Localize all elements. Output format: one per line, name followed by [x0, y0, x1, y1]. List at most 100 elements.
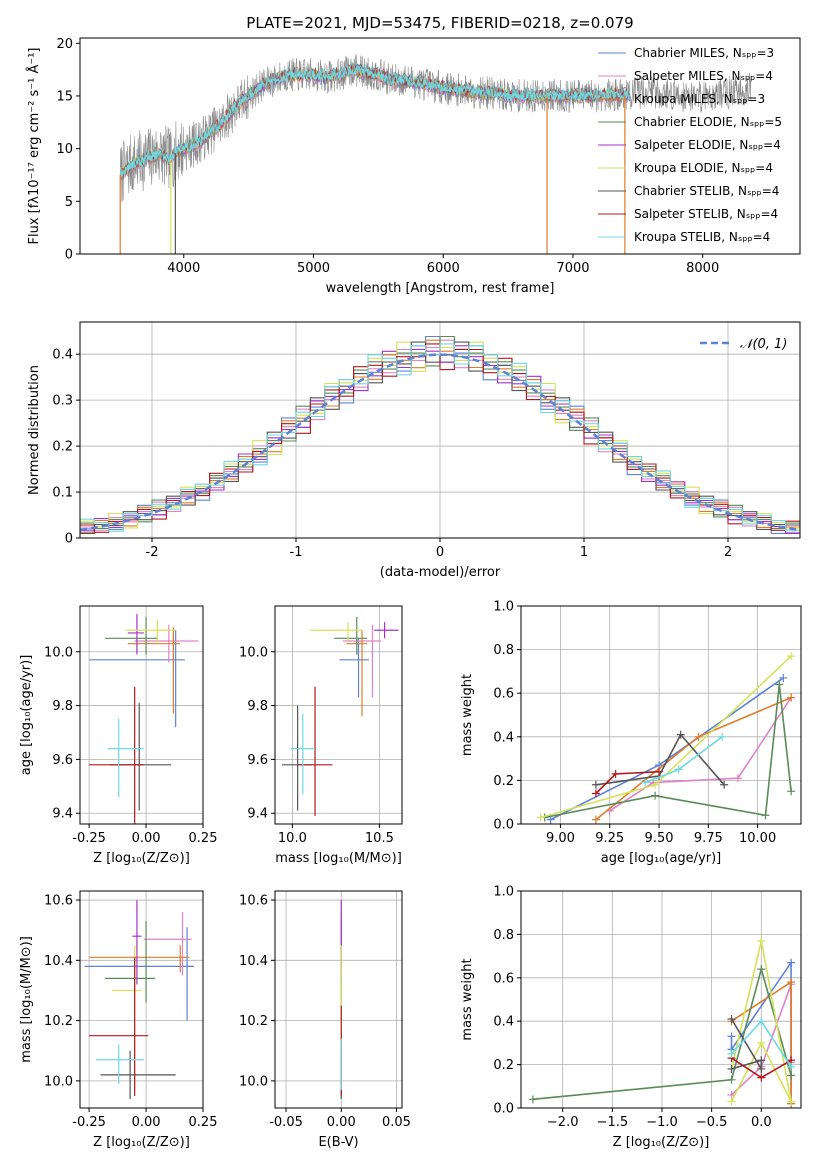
y-axis-label: mass weight — [460, 958, 475, 1040]
y-tick-label: 9.8 — [247, 699, 268, 714]
legend-label: Chabrier ELODIE, Nₛₚₚ=5 — [634, 115, 782, 129]
panel-weight_vs_age: 9.00 9.25 9.50 9.75 10.00 0.0 0.2 0.4 0.6 0.8 1.0 a… — [460, 600, 802, 866]
age_vs_Z-plot-area — [89, 614, 199, 824]
weight-point-kroupa_elodie — [787, 1097, 796, 1106]
x-tick-label: 4000 — [167, 261, 200, 276]
x-tick-label: -0.25 — [72, 1115, 106, 1130]
axes-frame — [79, 37, 801, 255]
x-axis-label: wavelength [Angstrom, rest frame] — [326, 281, 555, 296]
y-tick-label: 10 — [56, 142, 73, 157]
weight-point-kroupa_miles — [591, 815, 600, 824]
gaussian-reference-line — [80, 353, 798, 532]
y-tick-label: 0.0 — [493, 1102, 514, 1117]
x-tick-label: −1.5 — [597, 1115, 629, 1130]
x-tick-label: 6000 — [427, 261, 460, 276]
panel-mass_vs_ebv: -0.05 0.00 0.05 10.0 10.2 10.4 10.6 E(B-V) — [239, 890, 411, 1150]
weight-line-salpeter_miles — [609, 697, 792, 812]
weight-point-salpeter_stelib — [757, 1073, 766, 1082]
x-tick-label: 0.0 — [751, 1115, 772, 1130]
weight-line-chabrier_stelib — [730, 1018, 763, 1072]
weight-point-kroupa_elodie — [651, 780, 660, 789]
weight-point-chabrier_miles — [787, 958, 796, 967]
x-tick-label: 1 — [580, 545, 588, 560]
x-tick-label: -1 — [290, 545, 303, 560]
y-tick-label: 0.6 — [493, 971, 514, 986]
weight-point-chabrier_stelib — [727, 1064, 736, 1073]
x-tick-label: 5000 — [297, 261, 330, 276]
weight-point-kroupa_elodie — [757, 936, 766, 945]
legend-label: Kroupa ELODIE, Nₛₚₚ=4 — [634, 161, 773, 175]
x-tick-label: 9.50 — [645, 831, 674, 846]
age_vs_mass-plot-area — [281, 616, 399, 816]
weight-point-kroupa_elodie — [536, 813, 545, 822]
y-axis-label: mass [log₁₀(M/M⊙)] — [19, 936, 34, 1063]
y-tick-label: 0.1 — [52, 486, 73, 501]
legend-label: Salpeter ELODIE, Nₛₚₚ=4 — [634, 138, 781, 152]
x-tick-label: 10.00 — [739, 831, 776, 846]
weight-point-chabrier_stelib — [676, 730, 685, 739]
weight-point-kroupa_elodie — [757, 1038, 766, 1047]
x-tick-label: 9.00 — [546, 831, 575, 846]
weight-point-chabrier_miles — [779, 673, 788, 682]
x-axis-label: (data-model)/error — [380, 565, 501, 580]
weight_vs_Z-plot-area — [528, 936, 796, 1108]
panel-age_vs_Z: -0.25 0.00 0.25 9.4 9.6 9.8 10.0 Z [log₁₀(Z/Z⊙)… — [19, 605, 218, 866]
x-tick-label: 0.25 — [189, 1115, 218, 1130]
x-tick-label: 7000 — [556, 261, 589, 276]
y-tick-label: 10.0 — [239, 1074, 268, 1089]
x-axis-label: Z [log₁₀(Z/Z⊙)] — [93, 1135, 190, 1150]
x-tick-label: -2 — [146, 545, 159, 560]
x-tick-label: -0.05 — [269, 1115, 303, 1130]
y-tick-label: 9.6 — [52, 753, 73, 768]
weight-point-kroupa_miles — [787, 693, 796, 702]
weight-point-chabrier_elodie — [651, 791, 660, 800]
legend-label: Kroupa STELIB, Nₛₚₚ=4 — [634, 230, 770, 244]
weight-point-chabrier_elodie — [787, 1071, 796, 1080]
legend-label: Salpeter STELIB, Nₛₚₚ=4 — [634, 207, 778, 221]
x-tick-label: 0.25 — [189, 831, 218, 846]
weight-point-chabrier_miles — [727, 1032, 736, 1041]
weight-point-chabrier_stelib — [720, 780, 729, 789]
y-tick-label: 0.4 — [493, 1015, 514, 1030]
weight-point-kroupa_miles — [694, 732, 703, 741]
y-tick-label: 0.3 — [52, 394, 73, 409]
weight-point-chabrier_elodie — [775, 680, 784, 689]
axes-frame — [274, 605, 403, 825]
weight-point-kroupa_stelib — [718, 732, 727, 741]
y-tick-label: 0.2 — [493, 1058, 514, 1073]
panel-mass_vs_Z: -0.25 0.00 0.25 10.0 10.2 10.4 10.6 Z [log₁₀(Z/… — [19, 890, 218, 1150]
x-tick-label: 9.75 — [694, 831, 723, 846]
panel-weight_vs_Z: −2.0 −1.5 −1.0 −0.5 0.0 0.0 0.2 0.4 0.6 0.8 1.0 Z [… — [460, 885, 802, 1150]
weight-point-chabrier_elodie — [787, 787, 796, 796]
y-tick-label: 0.4 — [52, 348, 73, 363]
x-tick-label: -0.25 — [72, 831, 106, 846]
y-axis-label: Flux [fλ10⁻¹⁷ erg cm⁻² s⁻¹ Å⁻¹] — [26, 48, 42, 245]
axes-frame — [79, 890, 204, 1109]
y-tick-label: 20 — [56, 37, 73, 52]
y-axis-label: age [log₁₀(age/yr)] — [19, 655, 34, 776]
x-tick-label: 0.05 — [382, 1115, 411, 1130]
weight_vs_age-plot-area — [536, 652, 796, 824]
residual-histogram-kroupa_stelib — [80, 343, 800, 532]
weight-point-salpeter_stelib — [611, 769, 620, 778]
y-tick-label: 9.8 — [52, 699, 73, 714]
figure-title: PLATE=2021, MJD=53475, FIBERID=0218, z=0… — [246, 14, 633, 32]
y-tick-label: 0.8 — [493, 643, 514, 658]
x-tick-label: 9.25 — [595, 831, 624, 846]
y-tick-label: 10.6 — [44, 894, 73, 909]
x-tick-label: −2.0 — [547, 1115, 579, 1130]
weight-point-chabrier_stelib — [591, 780, 600, 789]
x-axis-label: age [log₁₀(age/yr)] — [601, 851, 722, 866]
axes-frame — [520, 605, 802, 825]
spectrum-legend: Chabrier MILES, Nₛₚₚ=3 Salpeter MILES, Nₛ… — [598, 46, 782, 244]
weight-line-chabrier_stelib — [595, 733, 725, 786]
legend-label: Chabrier STELIB, Nₛₚₚ=4 — [634, 184, 779, 198]
x-tick-label: −0.5 — [696, 1115, 728, 1130]
weight-point-chabrier_elodie — [761, 811, 770, 820]
y-tick-label: 10.6 — [239, 894, 268, 909]
y-tick-label: 0.6 — [493, 687, 514, 702]
y-tick-label: 10.0 — [239, 645, 268, 660]
legend-label: 𝒩(0, 1) — [740, 337, 787, 352]
mass_vs_Z-plot-area — [84, 900, 194, 1099]
y-tick-label: 10.0 — [44, 1074, 73, 1089]
